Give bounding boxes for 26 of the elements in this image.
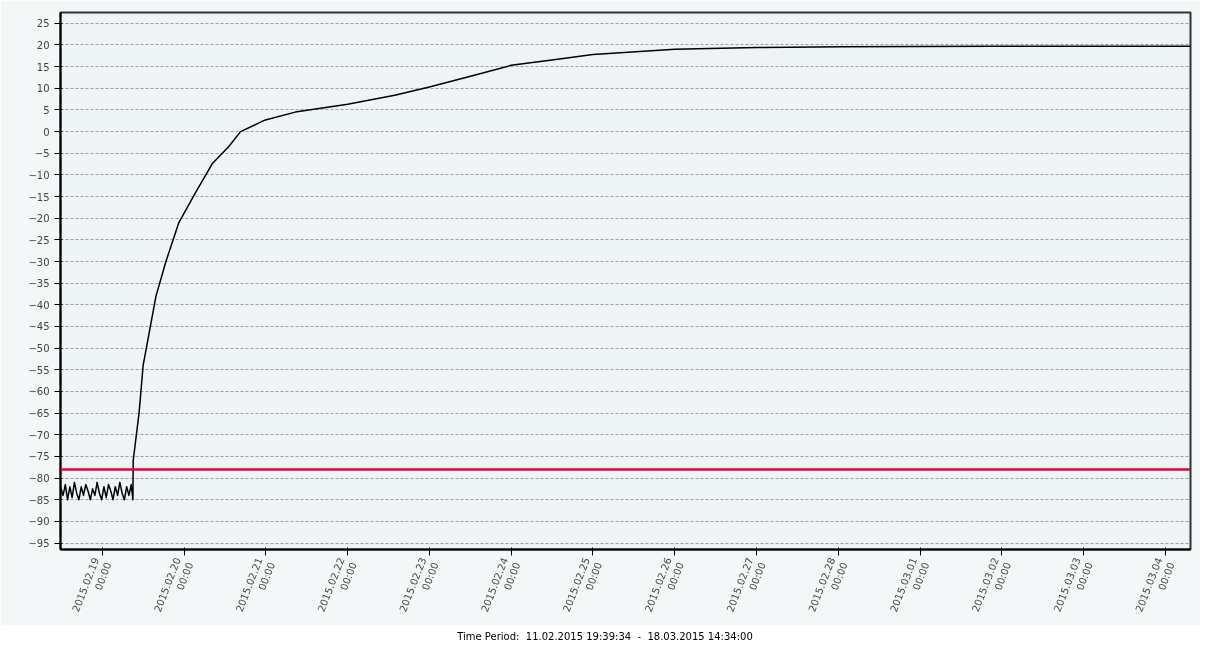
y-tick-label: −20	[28, 213, 50, 225]
y-tick-label: 0	[43, 126, 50, 138]
y-tick-label: −70	[28, 429, 50, 441]
y-tick-label: 5	[43, 104, 50, 116]
y-tick-label: −95	[28, 538, 50, 549]
text: Time Period: 11.02.2015 19:39:34 - 18.03.2015 14:34:00	[457, 630, 753, 644]
y-tick-label: −40	[28, 299, 50, 311]
y-tick-label: −5	[34, 148, 50, 160]
y-tick-label: 25	[36, 18, 50, 30]
y-tick-label: −90	[28, 516, 50, 528]
y-tick-label: −50	[28, 343, 50, 355]
y-tick-label: −55	[28, 364, 50, 376]
y-tick-label: −80	[28, 473, 50, 485]
y-tick-label: −60	[28, 386, 50, 398]
y-tick-label: −10	[28, 169, 50, 181]
y-tick-label: −45	[28, 321, 50, 333]
y-tick-label: −85	[28, 494, 50, 506]
y-tick-label: 20	[36, 39, 50, 51]
y-tick-label: 10	[36, 83, 50, 95]
y-tick-label: −25	[28, 234, 50, 246]
y-tick-label: −75	[28, 451, 50, 463]
y-tick-label: −65	[28, 408, 50, 420]
y-tick-label: −35	[28, 278, 50, 290]
y-tick-label: 15	[36, 61, 50, 73]
y-tick-label: −30	[28, 256, 50, 268]
y-tick-label: −15	[28, 191, 50, 203]
